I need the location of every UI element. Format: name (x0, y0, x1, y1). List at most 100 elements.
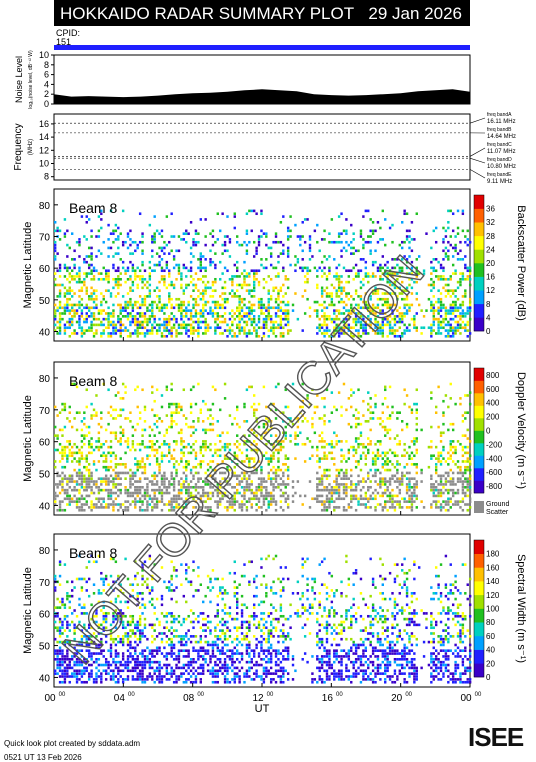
power-colorbar-segment (474, 249, 484, 263)
width-colorbar-tick: 160 (486, 563, 500, 572)
freq-band-name: freq bandE (487, 172, 512, 178)
ground-scatter-swatch (474, 501, 484, 513)
power-ytick-label: 40 (39, 328, 51, 339)
velocity-colorbar-tick: 800 (486, 371, 500, 380)
velocity-ytick-label: 80 (39, 374, 51, 385)
x-tick-label: 04 (114, 693, 126, 704)
velocity-ytick-label: 40 (39, 501, 51, 512)
width-colorbar-segment (474, 650, 484, 664)
width-colorbar-tick: 40 (486, 646, 495, 655)
freq-band-connector (470, 158, 485, 163)
power-colorbar-tick: 8 (486, 300, 491, 309)
velocity-colorbar-tick: -800 (486, 482, 503, 491)
noise-ytick-label: 2 (44, 89, 49, 99)
x-tick-label: 00 (44, 693, 56, 704)
x-tick-sup: 00 (267, 692, 274, 698)
power-ylabel: Magnetic Latitude (22, 222, 34, 309)
noise-ytick-label: 8 (44, 60, 49, 70)
width-ytick-label: 60 (39, 610, 51, 621)
freq-band-value: 16.11 MHz (487, 119, 516, 125)
velocity-colorbar-segment (474, 468, 484, 481)
power-beam-label: Beam 8 (69, 200, 117, 216)
noise-ylabel-sub: log₁₀(noise level, dB⁻¹² W) (28, 50, 34, 109)
x-axis-label: UT (255, 703, 270, 715)
width-colorbar-segment (474, 581, 484, 595)
velocity-colorbar-segment (474, 431, 484, 444)
velocity-colorbar-tick: -200 (486, 440, 503, 449)
freq-ytick-label: 16 (39, 119, 49, 129)
freq-band-connector (470, 169, 485, 178)
power-ytick-label: 60 (39, 264, 51, 275)
velocity-beam-label: Beam 8 (69, 373, 117, 389)
velocity-colorbar-segment (474, 443, 484, 456)
velocity-colorbar-segment (474, 381, 484, 394)
x-tick-label: 16 (322, 693, 334, 704)
freq-ylabel: Frequency (13, 123, 24, 170)
width-colorbar-segment (474, 595, 484, 609)
x-tick-sup: 00 (128, 692, 135, 698)
power-colorbar-label: Backscatter Power (dB) (515, 205, 527, 321)
velocity-ylabel: Magnetic Latitude (22, 395, 34, 482)
width-colorbar-tick: 0 (486, 673, 491, 682)
isee-logo: ISEE (468, 722, 523, 753)
x-tick-sup: 00 (405, 692, 412, 698)
noise-ylabel: Noise Level (14, 56, 24, 103)
freq-band-connector (470, 118, 485, 123)
freq-band-name: freq bandB (487, 127, 512, 133)
power-colorbar-segment (474, 317, 484, 331)
freq-band-name: freq bandC (487, 142, 512, 148)
power-colorbar-segment (474, 290, 484, 304)
width-colorbar-tick: 20 (486, 659, 495, 668)
velocity-ytick-label: 70 (39, 406, 51, 417)
freq-band-name: freq bandA (487, 112, 512, 118)
footer-credit: Quick look plot created by sddata.adm (4, 739, 140, 748)
frequency-panel-frame (54, 114, 470, 180)
freq-band-connector (470, 148, 485, 156)
power-colorbar-tick: 16 (486, 273, 495, 282)
velocity-colorbar-tick: -600 (486, 468, 503, 477)
noise-ytick-label: 4 (44, 79, 49, 89)
freq-ytick-label: 10 (39, 159, 49, 169)
freq-band-value: 14.64 MHz (487, 134, 516, 140)
velocity-ytick-label: 60 (39, 438, 51, 449)
freq-ytick-label: 8 (44, 172, 49, 182)
noise-ytick-label: 0 (44, 99, 49, 109)
width-beam-label: Beam 8 (69, 545, 117, 561)
power-colorbar-tick: 24 (486, 245, 495, 254)
x-tick-sup: 00 (336, 692, 343, 698)
velocity-colorbar-segment (474, 481, 484, 494)
width-colorbar-tick: 180 (486, 550, 500, 559)
width-colorbar-tick: 140 (486, 577, 500, 586)
power-colorbar-segment (474, 277, 484, 291)
power-colorbar-tick: 32 (486, 218, 495, 227)
velocity-colorbar-tick: -400 (486, 454, 503, 463)
width-ytick-label: 50 (39, 642, 51, 653)
velocity-colorbar-tick: 200 (486, 413, 500, 422)
power-colorbar-tick: 28 (486, 232, 495, 241)
x-tick-label: 08 (183, 693, 195, 704)
freq-unit: (MHz) (28, 139, 34, 155)
ground-scatter-label-2: Scatter (486, 509, 509, 516)
power-colorbar-segment (474, 304, 484, 318)
width-ylabel: Magnetic Latitude (22, 567, 34, 654)
power-colorbar-tick: 36 (486, 205, 495, 214)
power-colorbar-tick: 12 (486, 286, 495, 295)
velocity-colorbar-tick: 600 (486, 385, 500, 394)
noise-ytick-label: 6 (44, 70, 49, 80)
freq-band-value: 11.07 MHz (487, 149, 516, 155)
freq-band-name: freq bandD (487, 157, 512, 163)
x-tick-sup: 00 (59, 692, 66, 698)
width-colorbar-segment (474, 622, 484, 636)
power-ytick-label: 80 (39, 201, 51, 212)
velocity-colorbar-tick: 0 (486, 427, 491, 436)
freq-band-value: 9.11 MHz (487, 179, 512, 185)
power-ytick-label: 70 (39, 233, 51, 244)
velocity-ytick-label: 50 (39, 470, 51, 481)
power-colorbar-tick: 20 (486, 259, 495, 268)
width-ytick-label: 40 (39, 673, 51, 684)
x-tick-sup: 00 (475, 692, 482, 698)
power-colorbar-tick: 0 (486, 327, 491, 336)
freq-ytick-label: 14 (39, 132, 49, 142)
freq-ytick-label: 12 (39, 145, 49, 155)
width-colorbar-label: Spectral Width (m s⁻¹) (515, 554, 527, 663)
